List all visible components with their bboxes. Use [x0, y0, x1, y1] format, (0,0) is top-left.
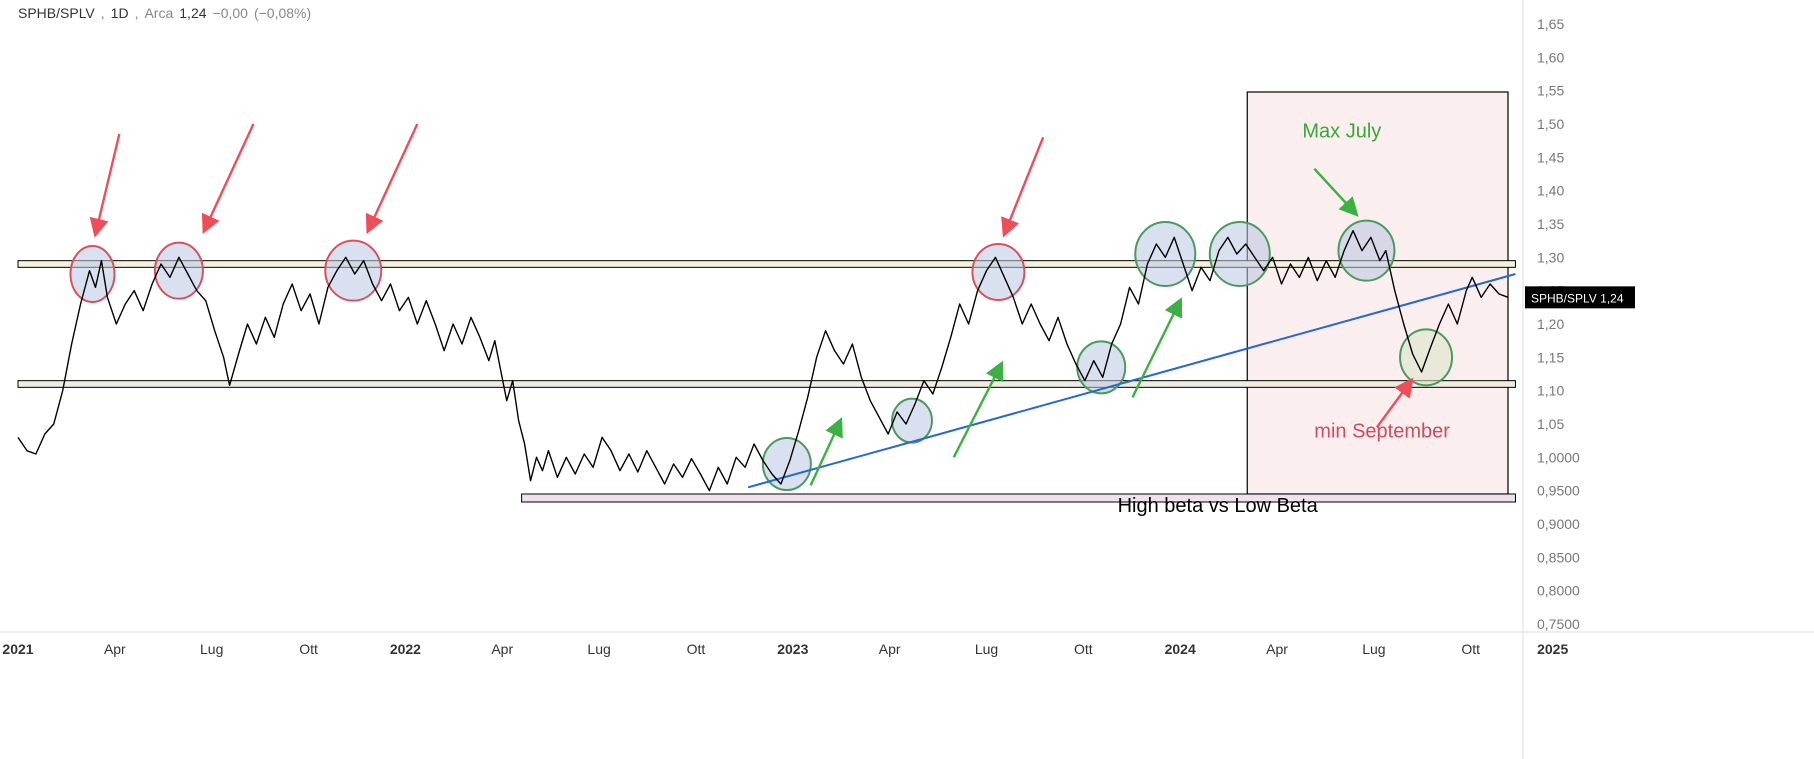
y-tick-label: 1,40 [1537, 183, 1564, 199]
annotation-ellipse [1077, 341, 1125, 393]
y-tick-label: 1,60 [1537, 49, 1564, 65]
annotation-ellipse [155, 243, 203, 299]
y-tick-label: 1,65 [1537, 16, 1564, 32]
chart-root: SPHB/SPLV, 1D, Arca 1,24 −0,00 (−0,08%) … [0, 0, 1814, 759]
y-tick-label: 1,30 [1537, 249, 1564, 265]
x-tick-label: Apr [491, 641, 513, 657]
x-tick-label: 2025 [1537, 641, 1568, 657]
y-tick-label: 1,10 [1537, 383, 1564, 399]
x-tick-label: Lug [587, 641, 610, 657]
annotation-text: High beta vs Low Beta [1118, 495, 1319, 517]
annotation-ellipse [71, 246, 115, 302]
annotation-arrow [954, 364, 1002, 457]
x-tick-label: Apr [879, 641, 901, 657]
y-tick-label: 1,50 [1537, 116, 1564, 132]
y-tick-label: 1,55 [1537, 83, 1564, 99]
x-tick-label: Ott [1074, 641, 1093, 657]
annotation-arrow [368, 124, 417, 231]
x-tick-label: Apr [1266, 641, 1288, 657]
y-tick-label: 1,0000 [1537, 449, 1580, 465]
annotation-text: Max July [1302, 120, 1381, 142]
y-tick-label: 1,35 [1537, 216, 1564, 232]
x-tick-label: Ott [687, 641, 706, 657]
x-tick-label: 2021 [2, 641, 33, 657]
x-tick-label: 2022 [390, 641, 421, 657]
x-tick-label: Lug [200, 641, 223, 657]
price-chart[interactable]: Max July min September High beta vs Low Be… [0, 0, 1814, 759]
x-tick-label: Ott [299, 641, 318, 657]
x-tick-label: Lug [975, 641, 998, 657]
y-tick-label: 0,8000 [1537, 583, 1580, 599]
y-tick-label: 1,15 [1537, 349, 1564, 365]
y-tick-label: 1,20 [1537, 316, 1564, 332]
annotation-arrow [1004, 137, 1043, 234]
annotation-ellipse [1210, 222, 1270, 286]
annotation-arrow [95, 134, 119, 234]
y-tick-label: 0,9500 [1537, 483, 1580, 499]
x-tick-label: Ott [1461, 641, 1480, 657]
annotation-arrow [811, 421, 841, 486]
y-tick-label: 0,8500 [1537, 549, 1580, 565]
annotation-text: min September [1314, 420, 1450, 442]
price-band [18, 381, 1515, 388]
x-tick-label: 2023 [777, 641, 808, 657]
x-tick-label: Lug [1362, 641, 1385, 657]
annotation-arrow [204, 124, 253, 231]
x-tick-label: 2024 [1165, 641, 1196, 657]
price-band [522, 494, 1516, 502]
y-tick-label: 0,9000 [1537, 516, 1580, 532]
price-tag-text: SPHB/SPLV 1,24 [1531, 291, 1624, 305]
annotation-ellipse [892, 399, 932, 443]
y-tick-label: 1,45 [1537, 149, 1564, 165]
annotation-ellipse [972, 244, 1024, 300]
y-tick-label: 0,7500 [1537, 616, 1580, 632]
x-tick-label: Apr [104, 641, 126, 657]
y-tick-label: 1,05 [1537, 416, 1564, 432]
